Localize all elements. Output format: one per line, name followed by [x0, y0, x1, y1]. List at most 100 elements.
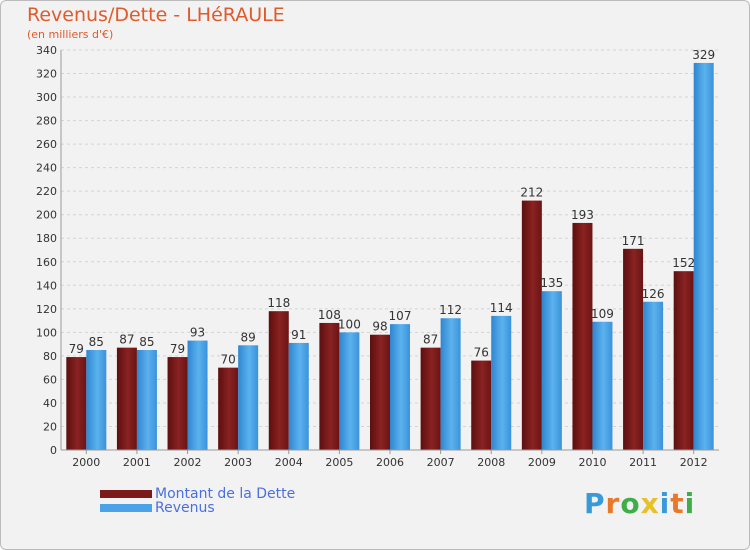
logo-letter: i — [659, 487, 671, 520]
data-label-revenus-2010: 109 — [591, 307, 614, 321]
bar-revenus-2000 — [86, 350, 107, 450]
x-tick-label: 2008 — [477, 456, 505, 469]
bar-debt-2003 — [218, 367, 239, 450]
data-label-revenus-2000: 85 — [89, 335, 104, 349]
bar-revenus-2009 — [541, 291, 562, 450]
logo-letter: i — [684, 487, 696, 520]
bar-debt-2004 — [268, 311, 289, 450]
x-tick-label: 2003 — [224, 456, 252, 469]
x-tick-label: 2005 — [325, 456, 353, 469]
y-tick-label: 160 — [36, 256, 57, 269]
bar-debt-2002 — [167, 357, 188, 450]
legend-label-revenus: Revenus — [155, 500, 215, 516]
bar-revenus-2003 — [238, 345, 259, 450]
y-tick-label: 280 — [36, 115, 57, 128]
bar-debt-2007 — [420, 347, 441, 450]
data-label-debt-2010: 193 — [571, 208, 594, 222]
chart-title: Revenus/Dette - LHéRAULE — [27, 4, 285, 26]
y-tick-label: 20 — [43, 420, 57, 433]
x-tick-label: 2012 — [680, 456, 708, 469]
logo-letter: P — [584, 487, 606, 520]
x-tick-label: 2010 — [578, 456, 606, 469]
bar-revenus-2010 — [592, 321, 613, 450]
proxiti-logo: Proxiti — [584, 487, 695, 520]
data-label-debt-2002: 79 — [170, 342, 185, 356]
bar-revenus-2008 — [491, 315, 512, 450]
x-tick-label: 2004 — [275, 456, 303, 469]
data-label-debt-2008: 76 — [474, 346, 489, 360]
data-label-debt-2009: 212 — [520, 186, 543, 200]
data-label-revenus-2002: 93 — [190, 326, 205, 340]
data-label-revenus-2009: 135 — [540, 276, 563, 290]
data-label-revenus-2001: 85 — [139, 335, 154, 349]
x-tick-label: 2007 — [427, 456, 455, 469]
data-label-debt-2004: 118 — [267, 296, 290, 310]
logo-letter: t — [670, 487, 685, 520]
bar-revenus-2007 — [440, 318, 461, 450]
y-tick-label: 240 — [36, 162, 57, 175]
y-tick-label: 120 — [36, 303, 57, 316]
x-tick-label: 2000 — [72, 456, 100, 469]
bars — [66, 62, 714, 451]
bar-revenus-2012 — [693, 62, 714, 451]
data-label-debt-2007: 87 — [423, 333, 438, 347]
y-tick-label: 300 — [36, 91, 57, 104]
legend-item-debt: Montant de la Dette — [100, 486, 295, 502]
x-axis-ticks: 2000 2001 2002 2003 2004 2005 2006 2007 2008 2009… — [72, 450, 708, 469]
y-tick-label: 60 — [43, 373, 57, 386]
bar-revenus-2001 — [136, 350, 157, 450]
x-tick-label: 2006 — [376, 456, 404, 469]
data-label-debt-2005: 108 — [318, 308, 341, 322]
bar-debt-2005 — [319, 322, 340, 450]
bar-debt-2008 — [471, 360, 492, 450]
data-label-debt-2003: 70 — [221, 353, 236, 367]
data-label-revenus-2006: 107 — [389, 309, 412, 323]
y-tick-label: 80 — [43, 350, 57, 363]
legend-swatch-revenus — [100, 504, 152, 512]
y-tick-label: 320 — [36, 68, 57, 81]
data-label-revenus-2012: 329 — [692, 48, 715, 62]
bar-revenus-2006 — [390, 324, 410, 450]
bar-revenus-2011 — [643, 301, 664, 450]
logo-letter: r — [605, 487, 621, 520]
bar-debt-2001 — [116, 347, 137, 450]
data-label-revenus-2007: 112 — [439, 303, 462, 317]
bar-debt-2010 — [572, 222, 593, 450]
y-tick-label: 220 — [36, 185, 57, 198]
bar-revenus-2005 — [339, 332, 360, 450]
bar-debt-2011 — [623, 248, 644, 450]
data-label-debt-2012: 152 — [672, 256, 695, 270]
y-tick-label: 200 — [36, 209, 57, 222]
data-label-revenus-2004: 91 — [291, 328, 306, 342]
y-tick-label: 40 — [43, 397, 57, 410]
legend-label-debt: Montant de la Dette — [155, 486, 296, 502]
y-tick-label: 260 — [36, 138, 57, 151]
y-axis-ticks: 0 20 40 60 80 100 120 140 160 180 200 220 240 260 280 3… — [36, 44, 57, 457]
y-tick-label: 180 — [36, 232, 57, 245]
data-label-revenus-2003: 89 — [241, 330, 256, 344]
x-tick-label: 2001 — [123, 456, 151, 469]
y-tick-label: 0 — [50, 444, 57, 457]
bar-debt-2000 — [66, 357, 87, 450]
data-label-revenus-2008: 114 — [490, 301, 513, 315]
bar-debt-2006 — [370, 334, 390, 450]
y-tick-label: 340 — [36, 44, 57, 57]
x-tick-label: 2011 — [629, 456, 657, 469]
data-label-revenus-2005: 100 — [338, 317, 361, 331]
bar-debt-2009 — [521, 200, 542, 450]
legend-item-revenus: Revenus — [100, 500, 215, 516]
logo-letter: o — [620, 487, 641, 520]
y-tick-label: 140 — [36, 279, 57, 292]
x-tick-label: 2009 — [528, 456, 556, 469]
data-label-debt-2006: 98 — [372, 320, 387, 334]
data-label-debt-2001: 87 — [119, 333, 134, 347]
bar-revenus-2002 — [187, 340, 208, 450]
y-tick-label: 100 — [36, 326, 57, 339]
data-label-revenus-2011: 126 — [642, 287, 665, 301]
legend-swatch-debt — [100, 490, 152, 498]
bar-debt-2012 — [673, 271, 694, 450]
x-tick-label: 2002 — [174, 456, 202, 469]
logo-letter: x — [640, 487, 660, 520]
